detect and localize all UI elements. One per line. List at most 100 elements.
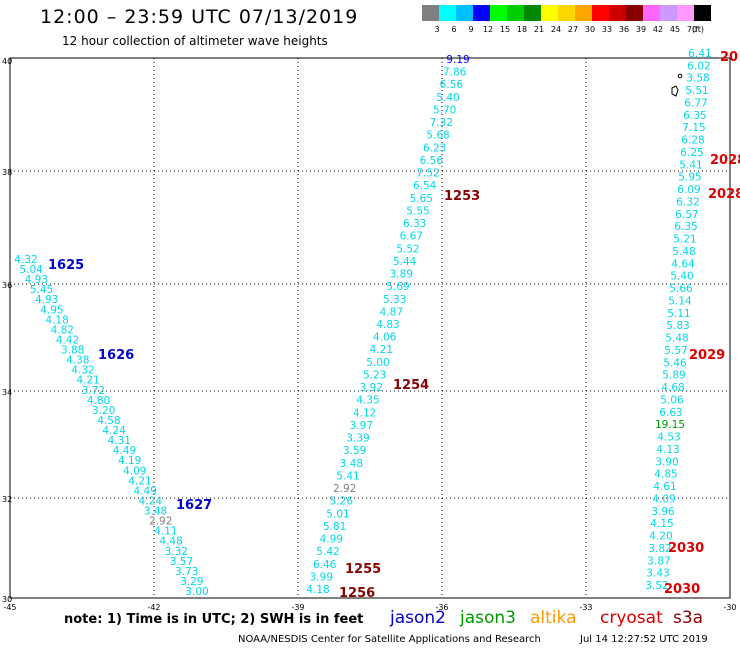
colorbar-swatch xyxy=(439,5,456,21)
swath-value: 5.04 xyxy=(19,264,43,276)
swath-value: 5.46 xyxy=(663,357,687,369)
colorbar-swatch xyxy=(422,5,439,21)
swath-values: 4.325.044.935.454.934.954.184.824.423.88… xyxy=(14,48,711,598)
swath-value: 4.21 xyxy=(128,475,151,487)
swath-value: 6.23 xyxy=(423,142,446,154)
swath-value: 4.32 xyxy=(71,365,94,377)
colorbar-label: 21 xyxy=(534,25,544,34)
swath-value: 5.06 xyxy=(660,394,684,406)
colorbar-swatch xyxy=(541,5,558,21)
swath-value: 4.18 xyxy=(306,584,329,596)
swath-value: 5.66 xyxy=(669,283,693,295)
colorbar-label: 15 xyxy=(500,25,510,34)
colorbar-swatch xyxy=(507,5,524,21)
swath-value: 4.80 xyxy=(87,395,110,407)
time-label: 1255 xyxy=(345,562,381,577)
swath-value: 4.13 xyxy=(656,444,679,456)
swath-value: 5.52 xyxy=(396,243,419,255)
swath-value: 6.35 xyxy=(683,110,706,122)
swath-value: 5.40 xyxy=(436,92,459,104)
time-label: 2029 xyxy=(689,348,725,363)
time-label: 1627 xyxy=(176,498,212,513)
island-dot xyxy=(677,73,683,79)
swath-value: 5.01 xyxy=(326,508,349,520)
swath-value: 5.57 xyxy=(664,345,687,357)
x-tick-label: -33 xyxy=(579,603,592,612)
colorbar: 3 6 9 12 15 18 21 24 27 30 33 36 39 42 45 70(ft) xyxy=(422,5,711,34)
colorbar-swatch xyxy=(592,5,609,21)
colorbar-swatch xyxy=(456,5,473,21)
time-label: 1625 xyxy=(48,258,84,273)
swath-value: 6.09 xyxy=(677,184,700,196)
colorbar-label: 9 xyxy=(468,25,473,34)
colorbar-label: 42 xyxy=(653,25,663,34)
colorbar-label: 27 xyxy=(568,25,578,34)
swath-value: 5.00 xyxy=(366,357,389,369)
page-title: 12:00 – 23:59 UTC 07/13/2019 xyxy=(40,6,359,28)
swath-value: 4.48 xyxy=(159,536,182,548)
swath-value: 4.15 xyxy=(650,518,673,530)
swath-value: 4.53 xyxy=(657,432,680,444)
swath-value: 6.28 xyxy=(681,135,704,147)
swath-value: 5.14 xyxy=(668,295,692,307)
colorbar-label: 45 xyxy=(670,25,680,34)
swath-value: 6.56 xyxy=(440,79,464,91)
swath-value: 5.95 xyxy=(678,172,701,184)
axis-ticks: -45 -42 -39 -36 -33 -30 40 38 36 34 32 30 xyxy=(2,57,737,612)
y-tick-label: 36 xyxy=(2,281,12,290)
colorbar-label: 33 xyxy=(602,25,612,34)
swath-value: 5.23 xyxy=(363,369,386,381)
swath-value: 3.87 xyxy=(647,555,670,567)
swath-value: 5.42 xyxy=(316,546,339,558)
swath-value: 5.45 xyxy=(30,284,53,296)
swath-value: 4.93 xyxy=(25,274,48,286)
colorbar-label: (ft) xyxy=(692,25,704,34)
swath-value: 4.09 xyxy=(652,493,675,505)
colorbar-label: 30 xyxy=(585,25,595,34)
swath-value: 3.72 xyxy=(82,385,105,397)
swath-value: 7.15 xyxy=(682,122,705,134)
swath-value: 5.44 xyxy=(393,256,417,268)
swath-value: 6.77 xyxy=(684,97,707,109)
colorbar-swatch xyxy=(694,5,711,21)
swath-value: 4.09 xyxy=(123,465,146,477)
map-frame xyxy=(9,57,731,599)
swath-value: 4.99 xyxy=(320,534,343,546)
legend-cryosat: cryosat xyxy=(600,608,663,628)
time-label: 2028 xyxy=(710,153,740,168)
swath-value: 6.02 xyxy=(687,60,710,72)
swath-value: 3.52 xyxy=(645,580,668,592)
time-label: 1626 xyxy=(98,348,134,363)
swath-value: 7.52 xyxy=(416,168,439,180)
swath-value: 4.61 xyxy=(653,481,676,493)
swath-value: 5.48 xyxy=(665,333,688,345)
colorbar-swatch xyxy=(473,5,490,21)
swath-value: 4.82 xyxy=(51,324,74,336)
swath-value: 5.11 xyxy=(667,308,690,320)
swath-value: 3.32 xyxy=(165,546,188,558)
colorbar-label: 12 xyxy=(483,25,493,34)
swath-value: 4.21 xyxy=(76,375,99,387)
swath-value: 3.90 xyxy=(655,456,678,468)
x-tick-label: -39 xyxy=(291,603,304,612)
swath-value: 4.93 xyxy=(35,294,58,306)
swath-value: 6.32 xyxy=(676,196,699,208)
swath-value: 4.19 xyxy=(118,455,141,467)
swath-value: 4.95 xyxy=(40,304,63,316)
swath-value: 3.82 xyxy=(648,543,671,555)
colorbar-label: 6 xyxy=(451,25,456,34)
swath-value: 6.63 xyxy=(659,407,682,419)
swath-value: 6.41 xyxy=(688,48,711,60)
swath-value: 3.29 xyxy=(180,576,203,588)
swath-value: 3.48 xyxy=(340,458,363,470)
swath-value: 3.73 xyxy=(175,566,198,578)
swath-value: 5.41 xyxy=(336,470,359,482)
swath-value: 5.65 xyxy=(410,193,433,205)
colorbar-swatch xyxy=(558,5,575,21)
y-tick-label: 32 xyxy=(2,495,12,504)
colorbar-label: 18 xyxy=(517,25,527,34)
note-text: note: 1) Time is in UTC; 2) SWH is in fe… xyxy=(64,612,364,627)
time-label: 2030 xyxy=(668,541,704,556)
swath-value: 4.68 xyxy=(661,382,684,394)
swath-value: 3.92 xyxy=(360,382,383,394)
